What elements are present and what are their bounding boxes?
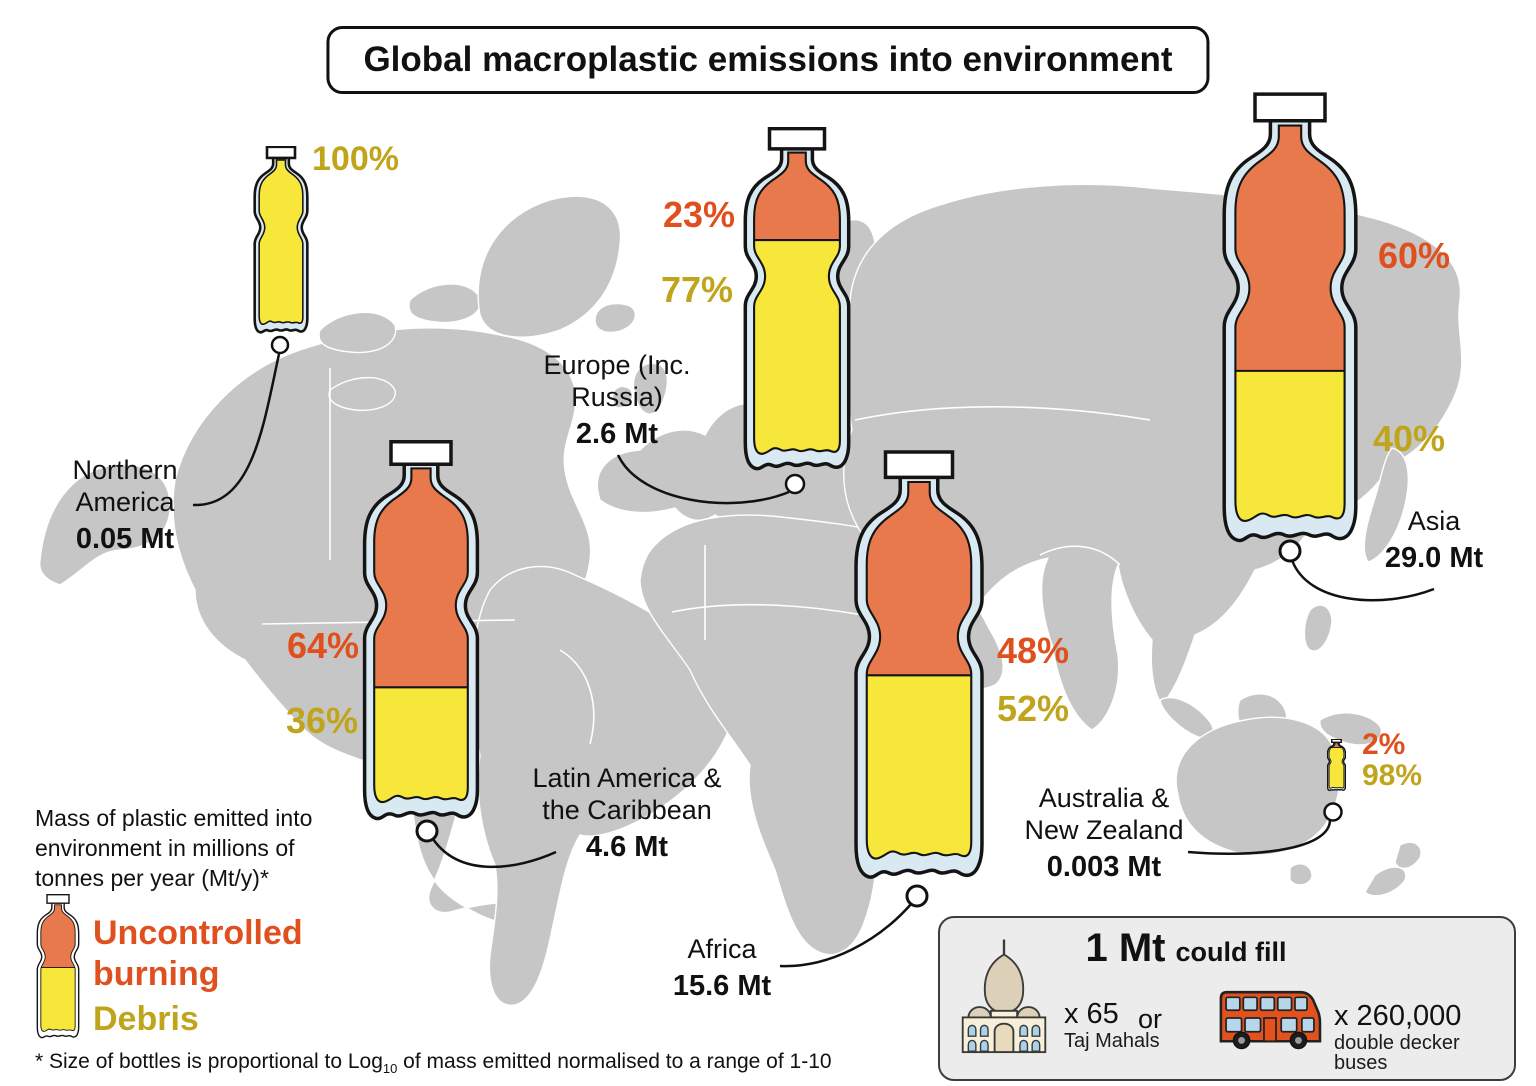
taj-mahal-icon xyxy=(961,939,1047,1054)
region-name: Northern America xyxy=(72,455,178,517)
pct-label-debris-northern-america: 100% xyxy=(312,140,399,178)
map-greenland xyxy=(477,195,622,338)
region-mass: 2.6 Mt xyxy=(575,417,659,450)
region-label-australia-new-zealand: Australia & New Zealand 0.003 Mt xyxy=(1017,783,1192,884)
pct-label-burning-africa: 48% xyxy=(997,630,1070,671)
map-alaska xyxy=(38,463,171,586)
map-arctic-island xyxy=(328,376,396,412)
footnote-text-tail: of mass emitted normalised to a range of… xyxy=(397,1050,832,1073)
equivalence-title: 1 Mt could fill xyxy=(1086,926,1287,971)
map-arctic-island xyxy=(408,283,482,324)
map-iceland xyxy=(594,302,637,334)
or-text: or xyxy=(1138,1004,1163,1034)
pct-label-burning-australia-new-zealand: 2% xyxy=(1362,728,1406,761)
map-new-zealand-south xyxy=(1364,866,1407,897)
pct-label-debris-australia-new-zealand: 98% xyxy=(1362,759,1423,792)
region-label-latin-america-the-caribbean: Latin America & the Caribbean 4.6 Mt xyxy=(520,763,735,864)
region-mass: 0.003 Mt xyxy=(1046,850,1162,883)
map-philippines xyxy=(1303,604,1333,652)
region-name: Africa xyxy=(687,934,757,964)
pct-label-burning-latin-america-the-caribbean: 64% xyxy=(287,625,360,666)
equivalence-amount: 1 Mt xyxy=(1085,926,1166,970)
bottle-northern-america xyxy=(253,146,309,338)
map-new-zealand-north xyxy=(1394,841,1422,869)
taj-count: x 65 xyxy=(1064,998,1119,1030)
equivalence-box: 1 Mt could fill x 65 Taj Mahals or xyxy=(938,916,1516,1081)
map-arctic-island xyxy=(318,311,397,354)
bottle-australia-new-zealand xyxy=(1327,739,1346,792)
pct-label-debris-latin-america-the-caribbean: 36% xyxy=(286,700,359,741)
bottle-legend xyxy=(36,894,80,1042)
region-mass: 29.0 Mt xyxy=(1384,541,1484,574)
region-name: Latin America & the Caribbean xyxy=(532,763,722,825)
mass-note: Mass of plastic emitted into environment… xyxy=(35,805,313,891)
bottle-africa xyxy=(852,450,986,890)
region-mass: 4.6 Mt xyxy=(585,830,669,863)
map-ireland xyxy=(611,385,634,409)
bus-count: x 260,000 xyxy=(1334,1000,1462,1032)
taj-label: Taj Mahals xyxy=(1064,1030,1160,1052)
pct-label-burning-europe-inc-russia: 23% xyxy=(663,194,736,235)
map-britain xyxy=(632,362,668,415)
bottle-europe-inc-russia xyxy=(742,127,852,479)
region-label-europe-inc-russia: Europe (Inc. Russia) 2.6 Mt xyxy=(530,350,705,451)
bottle-asia xyxy=(1220,92,1360,554)
region-mass: 0.05 Mt xyxy=(75,522,175,555)
region-label-northern-america: Northern America 0.05 Mt xyxy=(58,455,193,556)
region-name: Asia xyxy=(1407,506,1461,536)
footnote: * Size of bottles is proportional to Log… xyxy=(35,1050,832,1076)
bottle-latin-america-the-caribbean xyxy=(361,440,481,830)
map-new-guinea xyxy=(1319,712,1383,746)
legend-debris-label: Debris xyxy=(93,1000,199,1038)
pct-label-debris-europe-inc-russia: 77% xyxy=(661,269,734,310)
region-label-africa: Africa 15.6 Mt xyxy=(637,934,807,1003)
pct-label-burning-asia: 60% xyxy=(1378,235,1451,276)
bus-label: double decker buses xyxy=(1334,1032,1460,1074)
legend-burning-label: Uncontrolled burning xyxy=(93,914,303,993)
footnote-subscript: 10 xyxy=(382,1061,398,1077)
region-name: Australia & New Zealand xyxy=(1024,783,1184,845)
equivalence-fill-text: could fill xyxy=(1175,937,1287,967)
map-tasmania xyxy=(1289,863,1313,886)
footnote-text: * Size of bottles is proportional to Log xyxy=(35,1050,383,1073)
pct-label-debris-asia: 40% xyxy=(1373,418,1446,459)
region-mass: 15.6 Mt xyxy=(672,969,772,1002)
double-decker-bus-icon xyxy=(1219,990,1322,1050)
page-title: Global macroplastic emissions into envir… xyxy=(326,26,1210,94)
region-label-asia: Asia 29.0 Mt xyxy=(1364,506,1504,575)
pct-label-debris-africa: 52% xyxy=(997,688,1070,729)
region-name: Europe (Inc. Russia) xyxy=(543,350,691,412)
